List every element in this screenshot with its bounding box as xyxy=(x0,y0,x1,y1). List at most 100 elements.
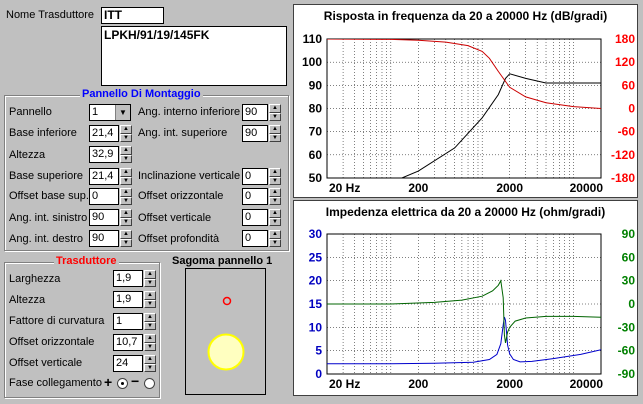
spin-up-icon[interactable]: ▲ xyxy=(120,125,132,134)
curvature-input[interactable]: 1 xyxy=(113,313,143,330)
top-base-offset-spinner[interactable]: ▲ ▼ xyxy=(120,188,132,205)
spin-up-icon[interactable]: ▲ xyxy=(120,230,132,239)
frequency-response-title: Risposta in frequenza da 20 a 20000 Hz (… xyxy=(323,9,608,23)
spin-up-icon[interactable]: ▲ xyxy=(144,334,156,343)
spin-down-icon[interactable]: ▼ xyxy=(269,238,281,247)
left-angle-spinner[interactable]: ▲ ▼ xyxy=(120,209,132,226)
spin-up-icon[interactable]: ▲ xyxy=(144,313,156,322)
spin-up-icon[interactable]: ▲ xyxy=(120,146,132,155)
y2-tick-label: 90 xyxy=(622,227,636,241)
transducer-group-title: Trasduttore xyxy=(54,255,119,267)
vertical-tilt-input[interactable]: 0 xyxy=(242,168,268,185)
spin-down-icon[interactable]: ▼ xyxy=(144,321,156,330)
transducer-v-offset-spinner[interactable]: ▲ ▼ xyxy=(144,355,156,372)
transducer-h-offset-input[interactable]: 10,7 xyxy=(113,334,143,351)
y2-tick-label: -60 xyxy=(618,344,636,358)
vertical-tilt-spinner[interactable]: ▲ ▼ xyxy=(269,168,281,185)
spin-down-icon[interactable]: ▼ xyxy=(144,363,156,372)
transducer-height-input[interactable]: 1,9 xyxy=(113,291,143,308)
spin-down-icon[interactable]: ▼ xyxy=(269,176,281,185)
spin-down-icon[interactable]: ▼ xyxy=(144,278,156,287)
horizontal-offset-input[interactable]: 0 xyxy=(242,188,268,205)
y2-tick-label: -120 xyxy=(611,148,635,162)
spin-up-icon[interactable]: ▲ xyxy=(269,209,281,218)
transducer-v-offset-input[interactable]: 24 xyxy=(113,355,143,372)
spin-up-icon[interactable]: ▲ xyxy=(269,188,281,197)
y2-tick-label: 0 xyxy=(628,297,635,311)
spin-up-icon[interactable]: ▲ xyxy=(269,125,281,134)
top-base-input[interactable]: 21,4 xyxy=(89,168,119,185)
x-tick-label: 20000 xyxy=(570,181,604,195)
transducer-h-offset-spinner[interactable]: ▲ ▼ xyxy=(144,334,156,351)
y2-tick-label: -60 xyxy=(618,125,636,139)
y-tick-label: 20 xyxy=(309,274,323,288)
y2-tick-label: 30 xyxy=(622,274,636,288)
spin-up-icon[interactable]: ▲ xyxy=(269,230,281,239)
depth-offset-spinner[interactable]: ▲ ▼ xyxy=(269,230,281,247)
phase-minus-radio[interactable] xyxy=(144,378,155,389)
spin-up-icon[interactable]: ▲ xyxy=(120,209,132,218)
inner-top-angle-spinner[interactable]: ▲ ▼ xyxy=(269,125,281,142)
curvature-spinner[interactable]: ▲ ▼ xyxy=(144,313,156,330)
inner-bottom-angle-input[interactable]: 90 xyxy=(242,104,268,121)
spin-down-icon[interactable]: ▼ xyxy=(269,133,281,142)
y2-tick-label: 120 xyxy=(615,55,635,69)
spin-down-icon[interactable]: ▼ xyxy=(144,299,156,308)
spin-up-icon[interactable]: ▲ xyxy=(269,168,281,177)
transducer-name-input[interactable]: ITT xyxy=(101,7,164,24)
spin-up-icon[interactable]: ▲ xyxy=(120,168,132,177)
horizontal-offset-spinner[interactable]: ▲ ▼ xyxy=(269,188,281,205)
y-tick-label: 15 xyxy=(309,297,323,311)
spin-down-icon[interactable]: ▼ xyxy=(269,217,281,226)
left-angle-input[interactable]: 90 xyxy=(89,209,119,226)
top-base-offset-input[interactable]: 0 xyxy=(89,188,119,205)
spin-down-icon[interactable]: ▼ xyxy=(120,217,132,226)
y2-tick-label: 60 xyxy=(622,78,636,92)
height-spinner[interactable]: ▲ ▼ xyxy=(120,146,132,163)
panel-select[interactable]: 1 ▼ xyxy=(89,104,131,121)
panel-count-label: Pannello xyxy=(9,106,52,118)
y-tick-label: 110 xyxy=(303,32,323,46)
spin-up-icon[interactable]: ▲ xyxy=(144,291,156,300)
spin-down-icon[interactable]: ▼ xyxy=(120,238,132,247)
right-angle-input[interactable]: 90 xyxy=(89,230,119,247)
horizontal-offset-label: Offset orizzontale xyxy=(138,190,224,202)
right-angle-spinner[interactable]: ▲ ▼ xyxy=(120,230,132,247)
spin-down-icon[interactable]: ▼ xyxy=(144,342,156,351)
spin-up-icon[interactable]: ▲ xyxy=(144,355,156,364)
y-tick-label: 90 xyxy=(309,78,323,92)
y-tick-label: 60 xyxy=(309,148,323,162)
inner-bottom-angle-label: Ang. interno inferiore xyxy=(138,106,241,118)
bottom-base-input[interactable]: 21,4 xyxy=(89,125,119,142)
spin-down-icon[interactable]: ▼ xyxy=(120,154,132,163)
transducer-height-spinner[interactable]: ▲ ▼ xyxy=(144,291,156,308)
spin-down-icon[interactable]: ▼ xyxy=(269,112,281,121)
vertical-offset-spinner[interactable]: ▲ ▼ xyxy=(269,209,281,226)
spin-down-icon[interactable]: ▼ xyxy=(120,176,132,185)
width-input[interactable]: 1,9 xyxy=(113,270,143,287)
inner-top-angle-input[interactable]: 90 xyxy=(242,125,268,142)
spin-down-icon[interactable]: ▼ xyxy=(120,196,132,205)
chevron-down-icon[interactable]: ▼ xyxy=(115,105,130,120)
spin-up-icon[interactable]: ▲ xyxy=(120,188,132,197)
width-spinner[interactable]: ▲ ▼ xyxy=(144,270,156,287)
bottom-base-spinner[interactable]: ▲ ▼ xyxy=(120,125,132,142)
depth-offset-input[interactable]: 0 xyxy=(242,230,268,247)
top-base-spinner[interactable]: ▲ ▼ xyxy=(120,168,132,185)
y-tick-label: 100 xyxy=(302,55,322,69)
transducer-h-offset-label: Offset orizzontale xyxy=(9,336,95,348)
spin-down-icon[interactable]: ▼ xyxy=(269,196,281,205)
phase-label: Fase collegamento xyxy=(9,377,102,389)
inner-bottom-angle-spinner[interactable]: ▲ ▼ xyxy=(269,104,281,121)
spin-up-icon[interactable]: ▲ xyxy=(269,104,281,113)
phase-plus-label: + xyxy=(104,374,113,390)
vertical-offset-input[interactable]: 0 xyxy=(242,209,268,226)
spin-down-icon[interactable]: ▼ xyxy=(120,133,132,142)
y-tick-label: 70 xyxy=(309,125,323,139)
phase-plus-radio[interactable] xyxy=(117,378,128,389)
transducer-model-textarea[interactable]: LPKH/91/19/145FK xyxy=(101,26,287,86)
spin-up-icon[interactable]: ▲ xyxy=(144,270,156,279)
height-input[interactable]: 32,9 xyxy=(89,146,119,163)
transducer-name-label: Nome Trasduttore xyxy=(6,9,95,21)
x-tick-label: 200 xyxy=(408,181,428,195)
